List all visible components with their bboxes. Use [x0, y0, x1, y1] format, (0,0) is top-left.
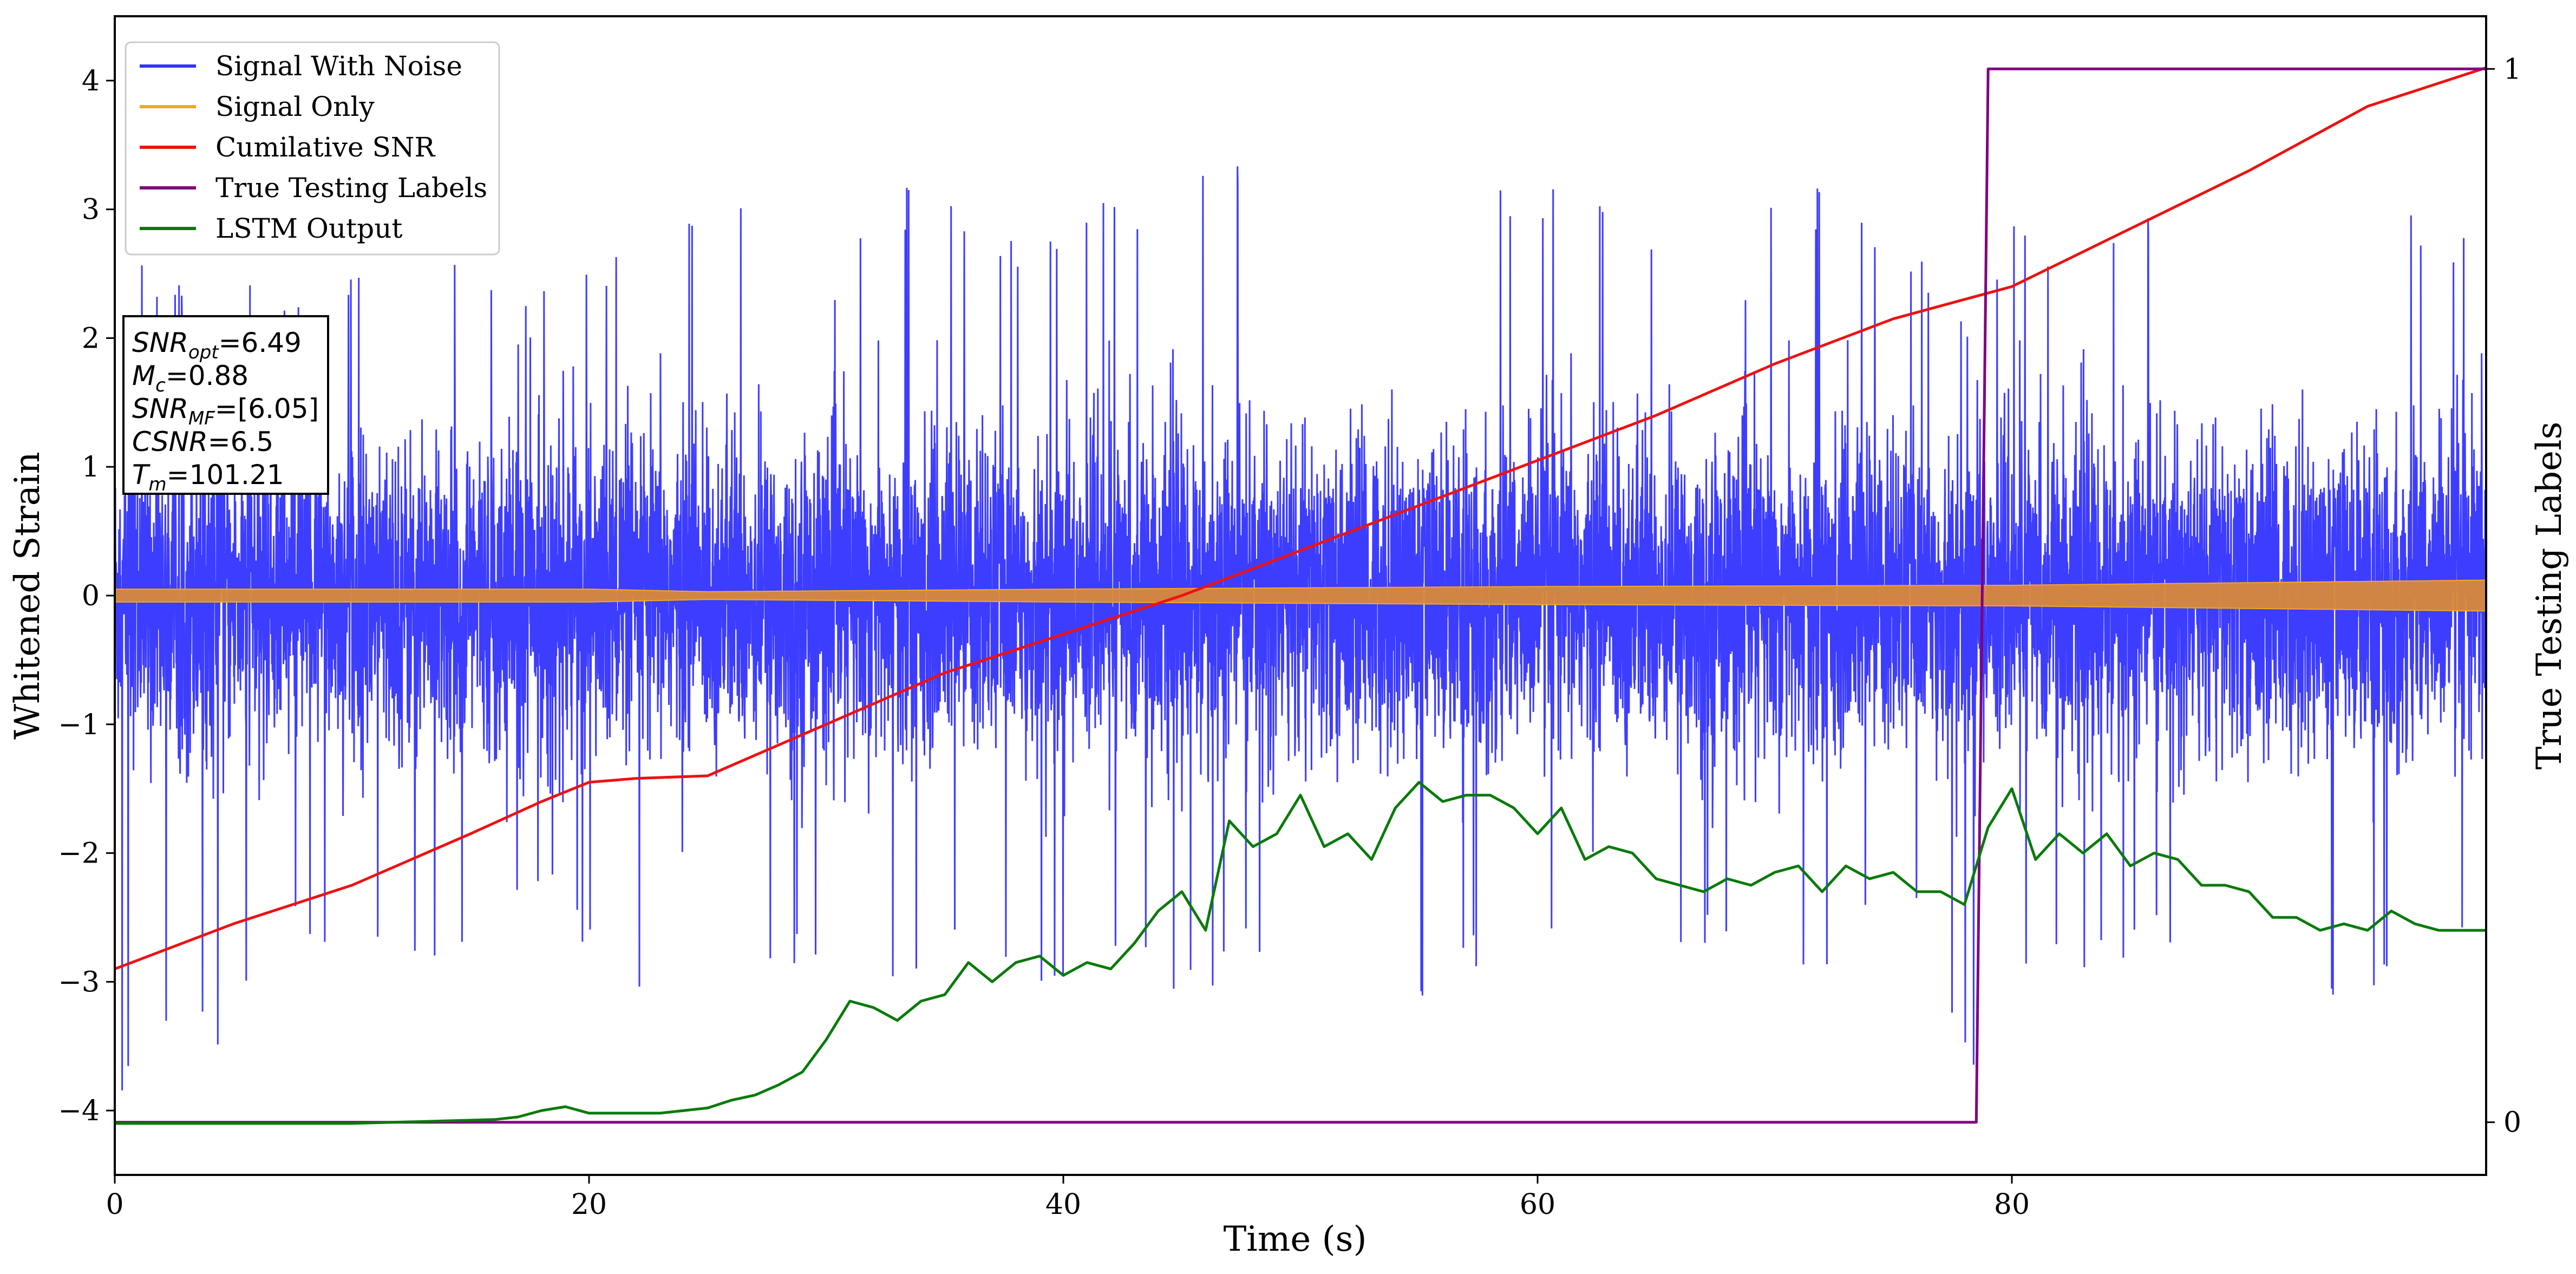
legend-box	[125, 41, 500, 256]
y-tick-label: 3	[82, 194, 100, 226]
plot-area	[115, 66, 2486, 1125]
y-tick-label: −3	[58, 966, 100, 998]
y-tick-label: 0	[82, 580, 100, 612]
info-line: Tm=101.21	[132, 459, 284, 495]
y-tick-label: 1	[82, 451, 100, 484]
x-tick-label: 40	[1045, 1188, 1081, 1221]
y-tick-label: 2	[82, 322, 100, 355]
info-box-frame	[122, 315, 329, 495]
info-box: SNRopt=6.49Mc=0.88SNRMF=[6.05]CSNR=6.5Tm…	[122, 315, 329, 495]
y-axis-label: Whitened Strain	[8, 452, 48, 739]
legend-entry: LSTM Output	[215, 213, 402, 244]
y2-axis-label: True Testing Labels	[2529, 422, 2570, 770]
y2-tick-label: 0	[2503, 1107, 2521, 1139]
x-tick-label: 20	[571, 1188, 607, 1221]
legend-entry: Signal With Noise	[215, 50, 462, 82]
x-tick-label: 60	[1520, 1188, 1555, 1221]
y-tick-label: 4	[82, 65, 100, 97]
series-true-testing-labels	[115, 67, 2486, 1124]
info-line: SNRopt=6.49	[132, 327, 302, 363]
x-tick-label: 80	[1994, 1188, 2030, 1221]
series-cumilative-snr	[115, 66, 2486, 970]
y-tick-label: −1	[58, 709, 100, 741]
info-line: SNRMF=[6.05]	[132, 393, 319, 429]
info-line: CSNR=6.5	[132, 426, 273, 458]
legend-entry: True Testing Labels	[215, 172, 487, 204]
info-line: Mc=0.88	[132, 360, 249, 396]
legend: Signal With Noise Signal Only Cumilative S…	[125, 41, 500, 256]
series-signal-only	[115, 579, 2486, 612]
y-tick-label: −4	[58, 1095, 100, 1127]
series-lstm-output	[115, 781, 2486, 1125]
x-tick-label: 0	[106, 1188, 123, 1221]
x-axis-label: Time (s)	[1224, 1219, 1367, 1259]
y2-tick-label: 1	[2503, 53, 2521, 86]
y-tick-label: −2	[58, 838, 100, 870]
legend-entry: Signal Only	[215, 91, 375, 122]
legend-entry: Cumilative SNR	[215, 132, 435, 163]
